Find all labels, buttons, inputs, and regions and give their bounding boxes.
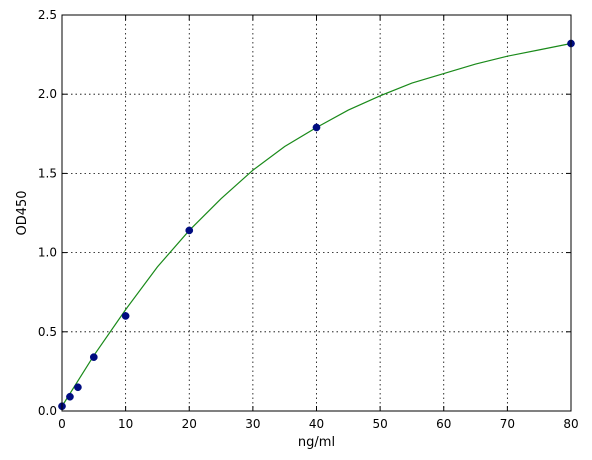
y-tick-labels: 0.0 0.5 1.0 1.5 2.0 2.5 <box>38 8 57 418</box>
data-point <box>185 226 194 235</box>
x-tick-label: 80 <box>563 417 578 431</box>
plot-frame <box>61 14 572 412</box>
y-axis-label: OD450 <box>15 190 30 235</box>
data-point <box>121 312 130 320</box>
y-tick-label: 2.0 <box>38 87 57 101</box>
x-tick-labels: 0 10 20 30 40 50 60 70 80 <box>58 417 578 431</box>
data-point <box>66 392 74 401</box>
x-tick-label: 20 <box>182 417 197 431</box>
y-tick-label: 0.5 <box>38 325 57 339</box>
y-tick-label: 1.0 <box>38 246 57 260</box>
fit-curve <box>61 42 572 407</box>
x-tick-label: 70 <box>500 417 515 431</box>
x-tick-label: 0 <box>58 417 66 431</box>
y-tick-label: 1.5 <box>38 166 57 180</box>
x-tick-label: 40 <box>309 417 324 431</box>
data-point <box>312 123 321 132</box>
x-tick-label: 60 <box>436 417 451 431</box>
x-tick-label: 30 <box>245 417 260 431</box>
x-tick-label: 50 <box>372 417 387 431</box>
data-points <box>58 39 575 411</box>
x-tick-label: 10 <box>118 417 133 431</box>
grid <box>62 15 571 411</box>
y-tick-label: 0.0 <box>38 404 57 418</box>
y-tick-label: 2.5 <box>38 8 57 22</box>
data-point <box>89 353 98 361</box>
data-point <box>74 383 82 392</box>
x-axis-label: ng/ml <box>298 435 335 450</box>
